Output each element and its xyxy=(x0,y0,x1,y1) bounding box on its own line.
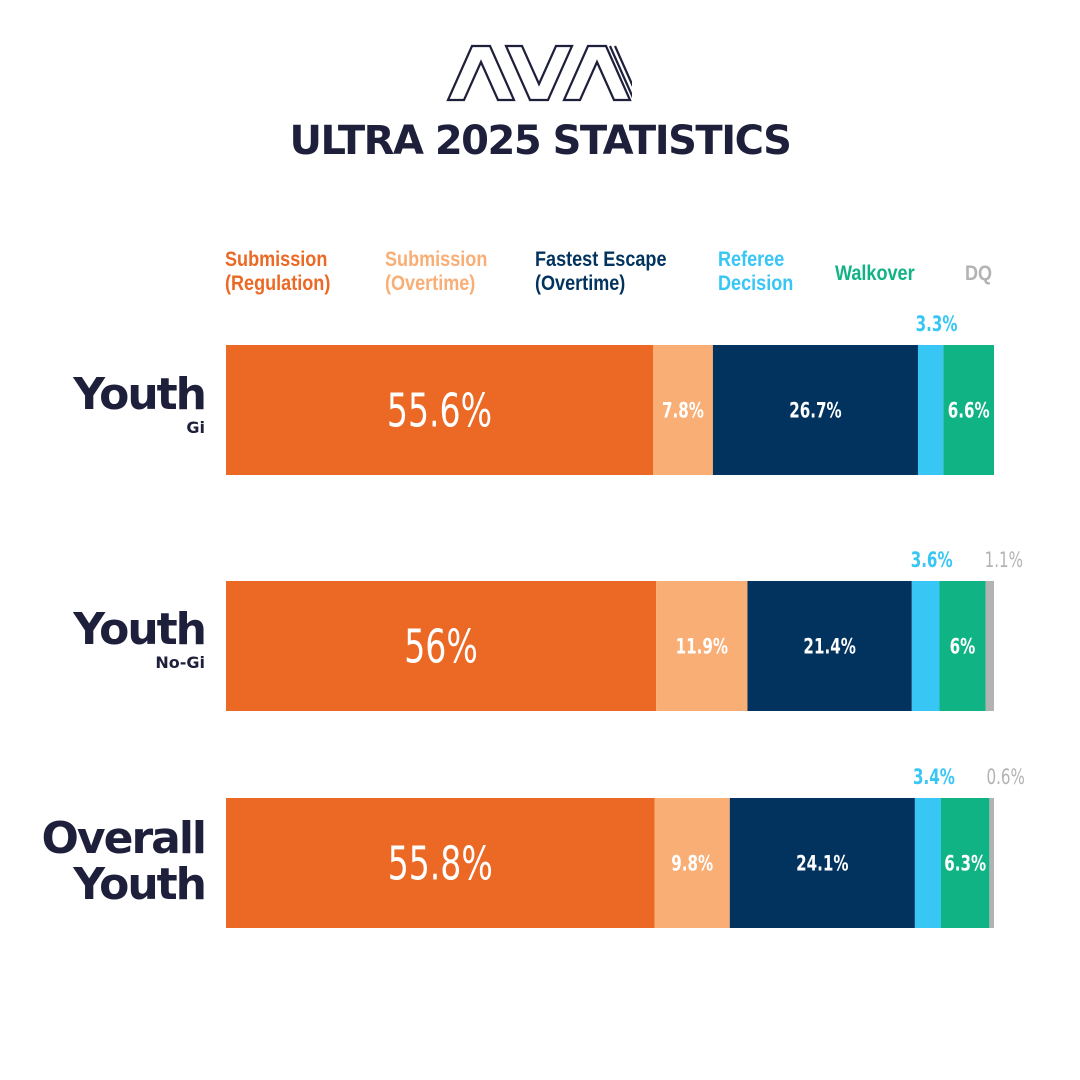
legend-item: Submission (Overtime) xyxy=(385,248,488,295)
data-label: 3.3% xyxy=(916,312,958,336)
row-label-main: Overall Youth xyxy=(41,813,207,910)
row-label-youth-gi: Youth Gi xyxy=(73,369,207,438)
data-label: 9.8% xyxy=(671,852,713,876)
legend-item: Referee Decision xyxy=(718,248,794,295)
bar-segment xyxy=(914,798,942,928)
data-label: 3.4% xyxy=(913,765,955,789)
row-label-overall-youth: Overall Youth xyxy=(41,813,207,910)
data-label: 3.6% xyxy=(911,548,953,572)
data-label: 56% xyxy=(404,619,478,673)
row-label-sub: No-Gi xyxy=(155,653,205,672)
data-label: 6.3% xyxy=(944,852,986,876)
bar-segment xyxy=(654,798,730,928)
bar-segment xyxy=(941,798,990,928)
bar-segment xyxy=(985,581,994,711)
bar-segment xyxy=(653,345,713,475)
row-label-youth-nogi: Youth No-Gi xyxy=(73,604,207,673)
data-label: 7.8% xyxy=(662,399,704,423)
bar-segment xyxy=(911,581,940,711)
bar-segment xyxy=(226,345,654,475)
data-label: 26.7% xyxy=(789,399,841,423)
ava-logo xyxy=(446,44,632,102)
bar-segment xyxy=(729,798,915,928)
bar-segment xyxy=(226,798,655,928)
legend-item: Fastest Escape (Overtime) xyxy=(535,248,667,295)
bar-segment xyxy=(747,581,912,711)
data-label: 11.9% xyxy=(676,635,728,659)
row-label-sub: Gi xyxy=(186,418,205,437)
legend-item: DQ xyxy=(965,262,993,285)
row-label-main: Youth xyxy=(73,604,207,655)
page-title: ULTRA 2025 STATISTICS xyxy=(289,118,792,164)
bar-segment xyxy=(917,345,944,475)
legend-item: Submission (Regulation) xyxy=(225,248,331,295)
chart-legend: Submission (Regulation) Submission (Overt… xyxy=(0,0,1080,310)
data-label: 55.8% xyxy=(388,836,493,890)
legend-item: Walkover xyxy=(835,262,915,285)
data-label: 6.6% xyxy=(948,399,990,423)
data-label: 1.1% xyxy=(985,548,1023,572)
bar-segment xyxy=(712,345,918,475)
data-label: 55.6% xyxy=(387,383,492,437)
bar-segment xyxy=(226,581,657,711)
row-label-main: Youth xyxy=(73,369,207,420)
bar-segment xyxy=(943,345,994,475)
data-label: 0.6% xyxy=(987,765,1025,789)
data-label: 21.4% xyxy=(803,635,855,659)
bar-segment xyxy=(656,581,748,711)
data-label: 24.1% xyxy=(796,852,848,876)
data-label: 6% xyxy=(950,635,976,659)
bar-segment xyxy=(989,798,994,928)
bar-segment xyxy=(939,581,986,711)
